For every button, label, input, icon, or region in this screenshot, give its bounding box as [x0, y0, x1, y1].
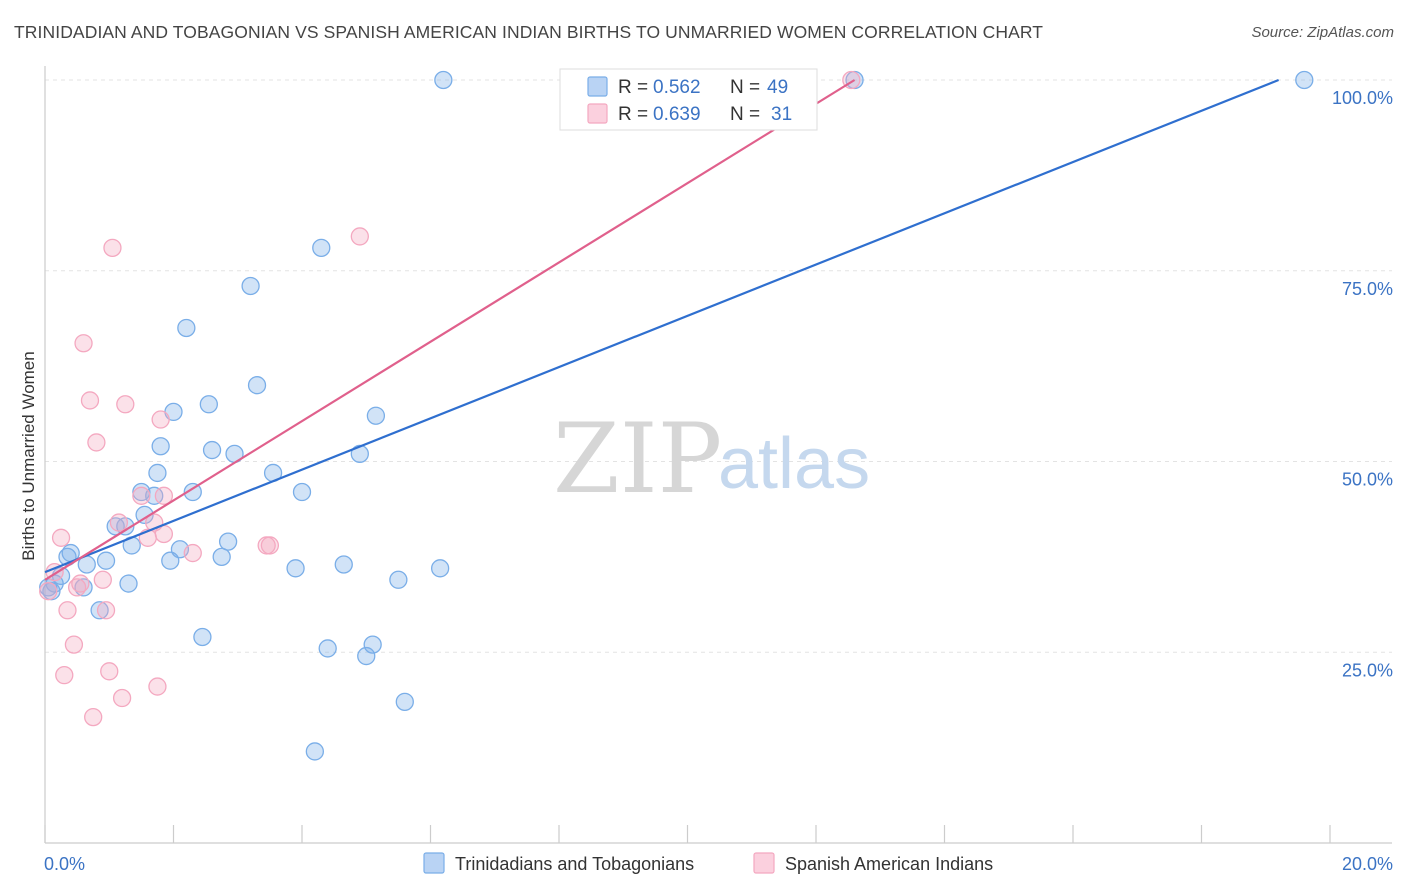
axes	[44, 66, 1392, 844]
data-point	[247, 376, 267, 395]
data-point	[312, 238, 331, 258]
trendline-spanish-american-indian	[44, 79, 856, 581]
data-point	[64, 635, 84, 654]
y-tick-label: 100.0%	[1332, 88, 1393, 108]
data-point	[93, 570, 112, 589]
data-point	[1295, 70, 1314, 90]
watermark-atlas: atlas	[718, 424, 870, 504]
data-point	[151, 437, 170, 456]
data-point	[148, 463, 167, 483]
data-point	[116, 395, 135, 414]
data-point	[154, 486, 174, 505]
bottom-legend-swatch-spanish-american-indian	[753, 852, 775, 874]
data-point	[80, 391, 100, 410]
data-point	[177, 318, 196, 338]
data-point	[305, 742, 325, 761]
data-point	[318, 639, 337, 658]
data-point	[119, 574, 138, 593]
data-point	[39, 582, 58, 601]
bottom-legend-swatch-trinidadian	[423, 852, 445, 874]
legend-r-label-1: R =	[618, 77, 648, 98]
data-point	[90, 601, 109, 620]
data-point	[334, 555, 353, 574]
trendlines	[44, 78, 1280, 581]
data-point	[96, 601, 116, 620]
series-spanish-american-indian	[39, 70, 861, 727]
y-tick-label: 75.0%	[1342, 279, 1393, 299]
data-point	[151, 410, 170, 429]
legend-swatch-trinidadian	[587, 76, 608, 97]
x-tick-labels: 0.0% 20.0%	[44, 854, 1393, 874]
data-point	[260, 536, 280, 555]
data-point	[241, 276, 260, 296]
data-point	[202, 440, 222, 460]
legend-r-value-1: 0.562	[653, 77, 701, 98]
data-point	[292, 482, 312, 502]
legend-swatch-spanish-american-indian	[587, 103, 608, 124]
y-tick-labels: 100.0% 75.0% 50.0% 25.0%	[1332, 88, 1393, 680]
trendline-trinidadian	[44, 78, 1280, 574]
data-point	[109, 513, 129, 532]
data-point	[218, 532, 238, 551]
data-point	[363, 635, 382, 654]
legend-r-value-2: 0.639	[653, 104, 701, 125]
bottom-legend-label-spanish-american-indian: Spanish American Indians	[785, 854, 993, 874]
data-point	[112, 688, 132, 708]
watermark-zip: ZIP	[553, 403, 722, 515]
data-point	[212, 547, 231, 567]
bottom-legend-label-trinidadian: Trinidadians and Tobagonians	[455, 854, 694, 874]
x-tick-label: 0.0%	[44, 854, 85, 874]
series-layer	[39, 70, 1314, 761]
data-point	[51, 528, 71, 547]
data-point	[103, 238, 122, 258]
data-point	[58, 601, 77, 620]
data-point	[55, 665, 74, 685]
chart-title: TRINIDADIAN AND TOBAGONIAN VS SPANISH AM…	[14, 22, 1044, 42]
data-point	[84, 707, 103, 727]
legend-n-label-1: N =	[730, 77, 760, 98]
data-point	[183, 543, 202, 563]
legend-n-label-2: N =	[730, 104, 760, 125]
legend-r-label-2: R =	[618, 104, 648, 125]
watermark: ZIP atlas	[553, 403, 870, 515]
data-point	[199, 395, 218, 414]
data-point	[350, 227, 369, 246]
data-point	[148, 677, 167, 696]
correlation-legend: R = 0.562 N = 49 R = 0.639 N = 31	[559, 68, 818, 131]
legend-n-value-2: 31	[771, 104, 792, 125]
grid-lines	[45, 79, 1392, 653]
data-point	[135, 505, 154, 525]
data-point	[286, 559, 305, 578]
legend-n-value-1: 49	[767, 77, 788, 98]
y-tick-label: 50.0%	[1342, 470, 1393, 490]
data-point	[193, 627, 212, 647]
data-point	[366, 406, 386, 425]
x-tick-label: 20.0%	[1342, 854, 1393, 874]
chart-source: Source: ZipAtlas.com	[1251, 24, 1394, 41]
data-point	[430, 559, 450, 578]
data-point	[357, 646, 376, 666]
data-point	[434, 70, 453, 90]
data-point	[183, 482, 202, 502]
data-point	[71, 574, 90, 593]
data-point	[100, 662, 119, 681]
data-point	[389, 570, 408, 589]
data-point	[145, 486, 164, 505]
data-point	[74, 334, 93, 353]
data-point	[96, 551, 116, 570]
data-point	[87, 433, 106, 452]
y-axis-label: Births to Unmarried Women	[19, 351, 38, 560]
data-point	[395, 692, 414, 711]
series-legend: Trinidadians and Tobagonians Spanish Ame…	[423, 852, 993, 874]
y-tick-label: 25.0%	[1342, 660, 1393, 680]
data-point	[132, 486, 151, 505]
